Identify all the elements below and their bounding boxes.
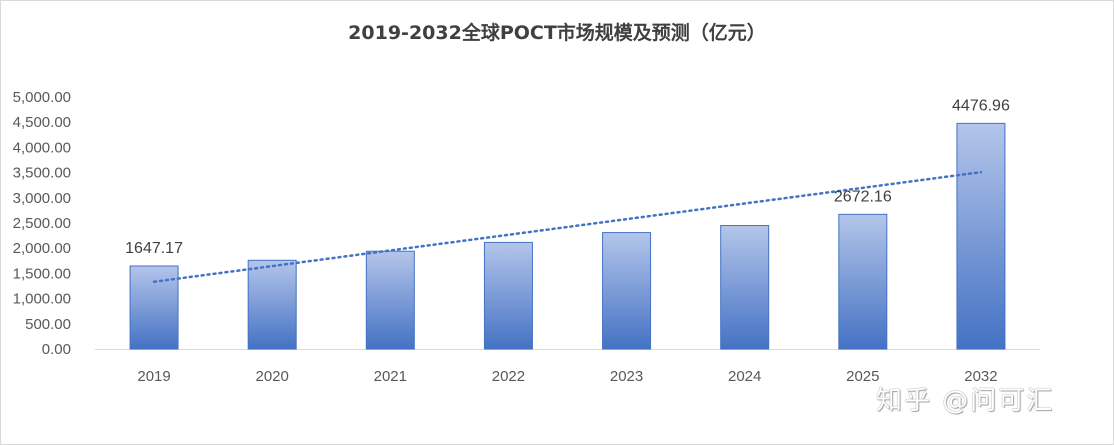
bar — [602, 232, 652, 350]
x-tick-label: 2032 — [964, 368, 997, 385]
y-tick-label: 1,000.00 — [13, 291, 71, 308]
y-tick-label: 4,500.00 — [13, 114, 71, 131]
bar — [365, 250, 415, 350]
x-tick-label: 2019 — [137, 368, 170, 385]
bar — [720, 225, 770, 350]
x-tick-label: 2024 — [728, 368, 761, 385]
x-tick-label: 2023 — [610, 368, 643, 385]
y-tick-label: 2,500.00 — [13, 215, 71, 232]
bar — [956, 122, 1006, 350]
y-tick-label: 5,000.00 — [13, 89, 71, 106]
y-tick-label: 2,000.00 — [13, 240, 71, 257]
bar — [483, 241, 533, 350]
chart-title: 2019-2032全球POCT市场规模及预测（亿元） — [348, 22, 766, 44]
y-tick-label: 0.00 — [42, 341, 71, 358]
data-labels: 1647.17 2672.16 4476.96 — [125, 97, 1010, 257]
watermark-text: 知乎 @问可汇 — [876, 386, 1055, 416]
data-label: 1647.17 — [125, 240, 183, 257]
trendline — [152, 170, 983, 284]
y-tick-label: 500.00 — [25, 316, 71, 333]
bar — [247, 259, 297, 350]
y-axis: 0.00 500.00 1,000.00 1,500.00 2,000.00 2,500.… — [13, 89, 71, 358]
x-axis: 2019 2020 2021 2022 2023 2024 2025 2032 — [95, 349, 1040, 385]
data-label: 4476.96 — [952, 97, 1010, 114]
bars — [129, 122, 1006, 350]
x-tick-label: 2025 — [846, 368, 879, 385]
y-tick-label: 3,500.00 — [13, 165, 71, 182]
data-label: 2672.16 — [834, 188, 892, 205]
x-tick-label: 2022 — [492, 368, 525, 385]
bar — [129, 265, 179, 350]
x-tick-label: 2021 — [374, 368, 407, 385]
bar — [838, 213, 888, 350]
y-tick-label: 3,000.00 — [13, 190, 71, 207]
y-tick-label: 1,500.00 — [13, 265, 71, 282]
x-tick-label: 2020 — [256, 368, 289, 385]
trendline-path — [152, 170, 983, 284]
y-tick-label: 4,000.00 — [13, 139, 71, 156]
